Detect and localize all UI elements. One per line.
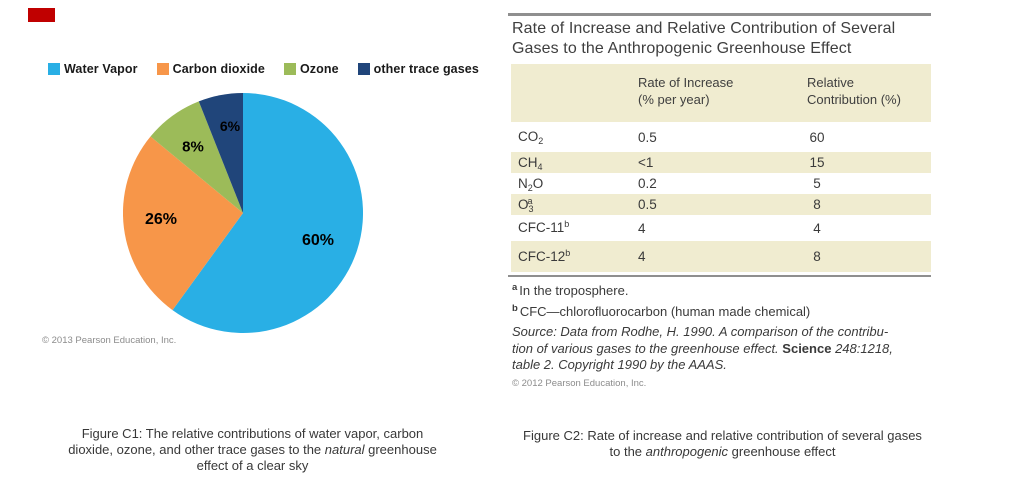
red-annotation-marker: [28, 8, 55, 22]
footnote-a: a In the troposphere.: [512, 282, 629, 298]
header-text: Rate of Increase: [638, 75, 734, 90]
table-title-line2: Gases to the Anthropogenic Greenhouse Ef…: [512, 39, 852, 57]
table-row-co2: CO2 0.5 60: [511, 122, 931, 152]
contribution-value: 15: [809, 155, 825, 170]
legend-swatch-ozone: [283, 63, 296, 75]
pie-data-label-water-vapor: 60%: [301, 232, 335, 249]
figure-c1-caption: Figure C1: The relative contributions of…: [25, 426, 480, 474]
gas-name: N2O: [518, 175, 544, 193]
rate-value: 4: [638, 249, 646, 264]
table-row-n2o: N2O 0.2 5: [511, 173, 931, 194]
caption-line: dioxide, ozone, and other trace gases to…: [68, 442, 325, 457]
pie-data-label-other-trace-gases: 6%: [219, 118, 241, 134]
caption-line: greenhouse: [364, 442, 437, 457]
gas-name: CO2: [518, 129, 544, 146]
column-header-rate-of-increase: Rate of Increase (% per year): [638, 74, 733, 108]
legend-item-carbon-dioxide: Carbon dioxide: [156, 62, 265, 76]
table-bottom-rule: [508, 275, 931, 277]
pie-slice-carbon-dioxide: [122, 136, 243, 311]
rate-value: <1: [638, 155, 654, 170]
table-title-line1: Rate of Increase and Relative Contributi…: [512, 20, 896, 37]
contribution-value: 60: [809, 129, 825, 145]
pie-slice-other-trace-gases: [198, 92, 243, 213]
table-row-cfc-12: CFC-12b 4 8: [511, 241, 931, 272]
pie-chart: [122, 92, 364, 333]
legend-swatch-other-trace-gases: [357, 63, 370, 75]
rate-value: 0.5: [638, 129, 657, 145]
rate-value: 0.5: [638, 197, 657, 212]
header-text: (% per year): [638, 92, 710, 107]
contribution-value: 8: [813, 197, 821, 212]
pie-data-label-carbon-dioxide: 26%: [144, 211, 178, 228]
gas-name: CH4: [518, 154, 543, 172]
legend-item-water-vapor: Water Vapor: [48, 62, 138, 76]
table-header-row: Rate of Increase (% per year) Relative C…: [511, 64, 931, 122]
caption-line: to the: [609, 444, 646, 459]
legend-label: Carbon dioxide: [172, 62, 265, 76]
contribution-value: 8: [813, 249, 821, 264]
table-row-ch4: CH4 <1 15: [511, 152, 931, 173]
table-row-o3: O3a 0.5 8: [511, 194, 931, 215]
pie-slice-ozone: [150, 101, 243, 213]
contribution-value: 5: [813, 176, 821, 191]
caption-line: Figure C1: The relative contributions of…: [81, 426, 424, 441]
pie-legend: Water Vapor Carbon dioxide Ozone other t…: [48, 62, 479, 76]
legend-label: other trace gases: [373, 62, 479, 76]
legend-swatch-water-vapor: [48, 63, 60, 75]
legend-item-other-trace-gases: other trace gases: [357, 62, 479, 76]
contribution-value: 4: [813, 220, 821, 236]
footnote-b: b CFC—chlorofluorocarbon (human made chem…: [512, 303, 811, 319]
pie-slice-water-vapor: [172, 93, 364, 333]
figure-c2-caption: Figure C2: Rate of increase and relative…: [505, 428, 940, 460]
caption-line: effect of a clear sky: [196, 458, 309, 473]
table-title: Rate of Increase and Relative Contributi…: [512, 19, 932, 58]
caption-line: Figure C2: Rate of increase and relative…: [523, 428, 922, 443]
source-note: Source: Data from Rodhe, H. 1990. A comp…: [512, 324, 893, 372]
gas-name: O3a: [518, 195, 534, 214]
pie-data-label-ozone: 8%: [182, 138, 204, 156]
table-top-rule: [508, 13, 931, 16]
pie-copyright: © 2013 Pearson Education, Inc.: [42, 335, 177, 346]
header-text: Relative: [807, 75, 854, 90]
caption-line: greenhouse effect: [728, 444, 836, 459]
legend-item-ozone: Ozone: [283, 62, 339, 76]
pie-svg: [122, 92, 364, 333]
table-row-cfc-11: CFC-11b 4 4: [511, 215, 931, 241]
column-header-relative-contribution: Relative Contribution (%): [807, 74, 901, 108]
caption-italic-word: anthropogenic: [645, 444, 729, 459]
source-journal-name: Science: [782, 340, 832, 356]
gas-name: CFC-11b: [518, 219, 570, 235]
legend-label: Water Vapor: [64, 62, 138, 76]
legend-label: Ozone: [299, 62, 339, 76]
table-footnotes: a In the troposphere. b CFC—chlorofluoroca…: [512, 282, 936, 374]
table-body: CO2 0.5 60 CH4 <1 15 N2O 0.2 5 O3a 0.5 8…: [511, 122, 931, 272]
rate-value: 0.2: [638, 176, 657, 191]
table-copyright: © 2012 Pearson Education, Inc.: [512, 378, 647, 389]
caption-italic-word: natural: [324, 442, 365, 457]
header-text: Contribution (%): [807, 92, 901, 107]
gas-name: CFC-12b: [518, 247, 571, 264]
legend-swatch-carbon-dioxide: [156, 63, 169, 75]
rate-value: 4: [638, 220, 646, 236]
